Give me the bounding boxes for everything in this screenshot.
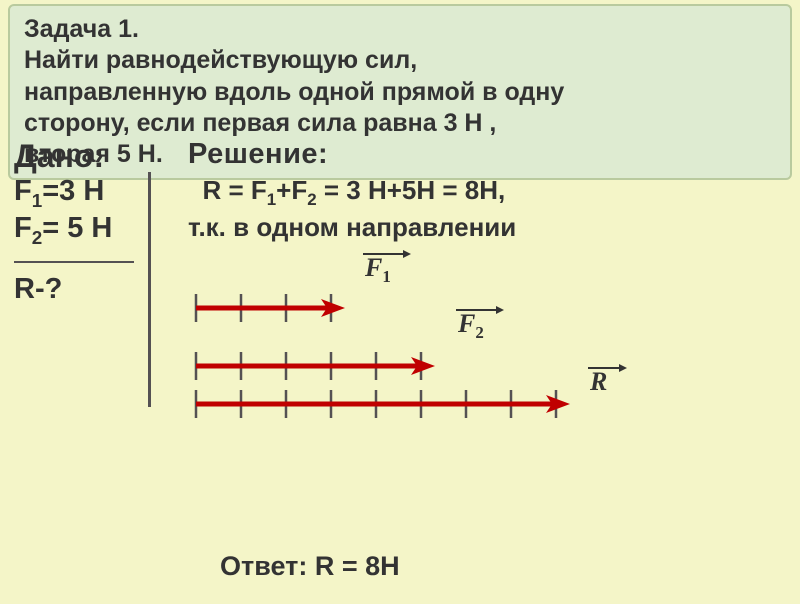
force-label-R: R: [588, 367, 609, 397]
force-label-F1: F1: [363, 253, 393, 286]
force-diagram: F1F2R: [188, 267, 786, 447]
given-f2: F2= 5 Н: [14, 212, 164, 249]
answer: Ответ: R = 8Н: [220, 551, 400, 582]
formula-s1: 1: [267, 190, 276, 209]
formula-mid: +F: [276, 175, 307, 205]
axis-row-0: [188, 289, 359, 327]
solution-block: Решение: R = F1+F2 = 3 Н+5Н = 8Н, т.к. в…: [164, 138, 786, 447]
problem-title: Задача 1.: [24, 14, 776, 45]
given-find: R-?: [14, 273, 164, 306]
problem-line2: направленную вдоль одной прямой в одну: [24, 77, 776, 108]
problem-line1: Найти равнодействующую сил,: [24, 45, 776, 76]
solution-formula: R = F1+F2 = 3 Н+5Н = 8Н,: [188, 175, 786, 210]
formula-lhs: R = F: [202, 175, 266, 205]
f2-val: = 5 Н: [42, 212, 112, 244]
given-block: Дано: F1=3 Н F2= 5 Н R-?: [14, 138, 164, 447]
axis-row-2: [188, 385, 584, 423]
given-f1: F1=3 Н: [14, 175, 164, 212]
f1-sub: 1: [32, 190, 42, 211]
axis-row-1: [188, 347, 449, 385]
f2-sub: 2: [32, 227, 42, 248]
f2-label: F: [14, 212, 32, 244]
force-label-F2: F2: [456, 309, 486, 342]
formula-s2: 2: [307, 190, 316, 209]
given-divider: [14, 261, 134, 263]
problem-line3: сторону, если первая сила равна 3 Н ,: [24, 108, 776, 139]
given-title: Дано:: [14, 138, 164, 175]
formula-rhs: = 3 Н+5Н = 8Н,: [317, 175, 506, 205]
f1-label: F: [14, 175, 32, 207]
f1-val: =3 Н: [42, 175, 104, 207]
solution-title: Решение:: [188, 138, 786, 171]
solution-note: т.к. в одном направлении: [188, 212, 786, 243]
